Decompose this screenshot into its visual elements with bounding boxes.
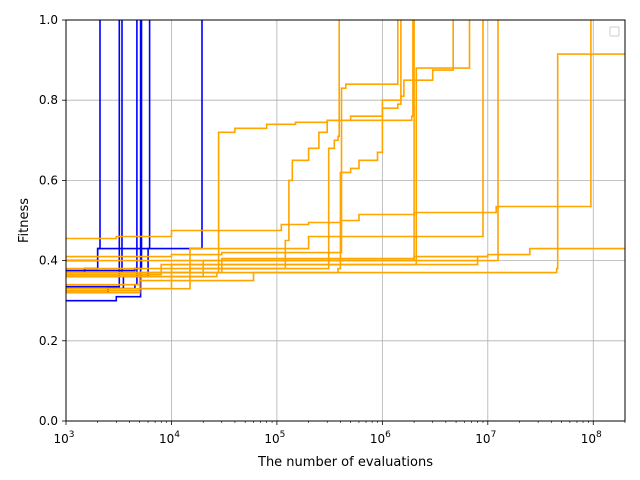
x-tick-label: 103 <box>53 430 74 446</box>
x-axis-ticks: 103 104 105 106 107 108 <box>53 421 626 446</box>
series-line-12 <box>66 20 340 278</box>
y-axis-ticks: 0.0 0.2 0.4 0.6 0.8 1.0 <box>39 13 66 428</box>
series-line-19 <box>66 20 484 290</box>
plot-frame <box>65 19 626 422</box>
series-line-8 <box>66 20 203 262</box>
series-line-2 <box>66 20 121 288</box>
x-tick-label: 106 <box>370 430 391 446</box>
series-line-11 <box>66 20 414 274</box>
y-tick-label: 0.2 <box>39 334 58 348</box>
x-axis-label: The number of evaluations <box>257 455 433 470</box>
series-line-6 <box>66 20 143 272</box>
series-line-21 <box>66 255 488 278</box>
x-tick-label: 105 <box>264 430 285 446</box>
series-line-14 <box>66 20 471 270</box>
y-tick-label: 0.4 <box>39 254 58 268</box>
series-layer <box>66 20 625 302</box>
y-tick-label: 0.0 <box>39 414 58 428</box>
x-tick-label: 108 <box>581 430 602 446</box>
y-tick-label: 0.8 <box>39 93 58 107</box>
legend-box <box>609 26 620 37</box>
series-line-10 <box>66 20 402 294</box>
series-line-4 <box>66 20 138 294</box>
y-tick-label: 0.6 <box>39 173 58 187</box>
series-line-15 <box>66 20 454 262</box>
x-tick-label: 104 <box>159 430 180 446</box>
series-line-13 <box>66 20 415 286</box>
y-tick-label: 1.0 <box>39 13 58 27</box>
series-line-16 <box>66 20 399 258</box>
x-tick-label: 107 <box>475 430 496 446</box>
series-line-20 <box>66 20 499 276</box>
series-line-1 <box>66 20 101 274</box>
series-line-3 <box>66 20 142 302</box>
y-axis-label: Fitness <box>17 198 32 243</box>
